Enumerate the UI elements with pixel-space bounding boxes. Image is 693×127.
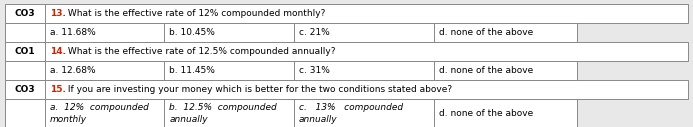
Text: c. 31%: c. 31% — [299, 66, 330, 75]
Text: b.  12.5%  compounded: b. 12.5% compounded — [169, 104, 277, 113]
Text: annually: annually — [299, 115, 337, 124]
Bar — [294, 23, 434, 42]
Text: 15.: 15. — [50, 85, 66, 94]
Bar — [44, 42, 688, 61]
Bar — [44, 61, 164, 80]
Text: c. 21%: c. 21% — [299, 28, 330, 37]
Bar — [44, 4, 688, 23]
Text: a.  12%  compounded: a. 12% compounded — [50, 104, 148, 113]
Bar — [44, 80, 688, 99]
Text: a. 11.68%: a. 11.68% — [50, 28, 96, 37]
Text: What is the effective rate of 12.5% compounded annually?: What is the effective rate of 12.5% comp… — [64, 47, 335, 56]
Text: a. 12.68%: a. 12.68% — [50, 66, 95, 75]
Bar — [434, 99, 577, 127]
Text: d. none of the above: d. none of the above — [439, 28, 533, 37]
Text: annually: annually — [169, 115, 208, 124]
Text: monthly: monthly — [50, 115, 87, 124]
Bar — [44, 99, 164, 127]
Bar — [434, 23, 577, 42]
Text: 14.: 14. — [50, 47, 66, 56]
Text: d. none of the above: d. none of the above — [439, 66, 533, 75]
Bar — [294, 99, 434, 127]
Bar — [5, 4, 44, 23]
Bar — [294, 61, 434, 80]
Bar — [5, 23, 44, 42]
Text: d. none of the above: d. none of the above — [439, 108, 533, 117]
Text: b. 10.45%: b. 10.45% — [169, 28, 215, 37]
Bar — [164, 23, 294, 42]
Text: CO3: CO3 — [15, 9, 35, 18]
Bar — [164, 61, 294, 80]
Bar — [5, 42, 44, 61]
Text: CO3: CO3 — [15, 85, 35, 94]
Text: c.   13%   compounded: c. 13% compounded — [299, 104, 403, 113]
Text: b. 11.45%: b. 11.45% — [169, 66, 215, 75]
Bar — [5, 80, 44, 99]
Text: 13.: 13. — [50, 9, 66, 18]
Bar — [5, 61, 44, 80]
Bar — [44, 23, 164, 42]
Bar — [434, 61, 577, 80]
Text: CO1: CO1 — [15, 47, 35, 56]
Bar — [5, 99, 44, 127]
Text: If you are investing your money which is better for the two conditions stated ab: If you are investing your money which is… — [64, 85, 452, 94]
Bar — [164, 99, 294, 127]
Text: What is the effective rate of 12% compounded monthly?: What is the effective rate of 12% compou… — [64, 9, 325, 18]
